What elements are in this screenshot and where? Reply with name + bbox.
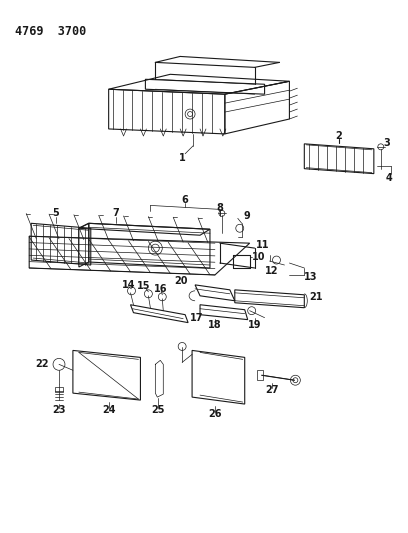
Text: 25: 25	[151, 405, 165, 415]
Text: 7: 7	[112, 208, 119, 219]
Circle shape	[293, 378, 298, 383]
Text: 15: 15	[137, 281, 150, 291]
Circle shape	[53, 358, 65, 370]
Text: 20: 20	[175, 276, 188, 286]
Text: 11: 11	[256, 240, 269, 250]
Circle shape	[273, 256, 280, 264]
Text: 16: 16	[153, 284, 167, 294]
Circle shape	[158, 293, 166, 301]
Text: 1: 1	[179, 153, 186, 163]
Text: 9: 9	[244, 212, 251, 221]
Text: 21: 21	[309, 292, 323, 302]
Circle shape	[128, 287, 135, 295]
Text: 4: 4	[386, 173, 392, 183]
Text: 19: 19	[248, 320, 262, 329]
FancyBboxPatch shape	[257, 370, 263, 380]
Text: 5: 5	[53, 208, 60, 219]
Text: 27: 27	[265, 385, 278, 395]
Circle shape	[188, 111, 193, 117]
Text: 18: 18	[208, 320, 222, 329]
Text: 6: 6	[182, 196, 188, 205]
Text: 8: 8	[217, 204, 223, 213]
Circle shape	[219, 211, 225, 216]
Text: 24: 24	[102, 405, 115, 415]
Text: 22: 22	[35, 359, 49, 369]
Text: 10: 10	[252, 252, 265, 262]
Circle shape	[248, 306, 256, 314]
Text: 26: 26	[208, 409, 222, 419]
Text: 12: 12	[265, 266, 278, 276]
Circle shape	[236, 224, 244, 232]
Circle shape	[290, 375, 300, 385]
Text: 2: 2	[336, 131, 342, 141]
Circle shape	[378, 144, 384, 150]
Text: 23: 23	[52, 405, 66, 415]
Circle shape	[151, 244, 159, 252]
Circle shape	[149, 241, 162, 255]
Circle shape	[178, 343, 186, 350]
Text: 13: 13	[304, 272, 318, 282]
Text: 4769  3700: 4769 3700	[15, 25, 86, 38]
Text: 17: 17	[190, 313, 204, 322]
Text: 14: 14	[122, 280, 135, 290]
Circle shape	[144, 290, 152, 298]
Circle shape	[185, 109, 195, 119]
FancyBboxPatch shape	[55, 387, 63, 392]
Text: 3: 3	[384, 138, 390, 148]
